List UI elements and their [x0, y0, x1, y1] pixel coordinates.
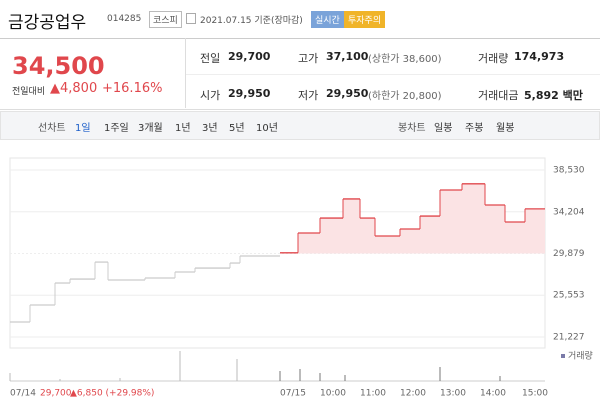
- x-tick-label: 12:00: [400, 389, 426, 399]
- x-tick-label: 14:00: [480, 389, 506, 399]
- y-tick-label: 34,204: [553, 207, 585, 217]
- summary-value: 5,892 백만: [524, 89, 583, 102]
- stock-code: 014285: [107, 14, 142, 24]
- summary-label: 거래량: [478, 52, 509, 65]
- summary-box: [0, 38, 600, 110]
- area-step: [462, 183, 485, 254]
- summary-value: 37,100: [326, 50, 369, 63]
- y-tick-label: 38,530: [553, 166, 585, 176]
- change-pct: +16.16%: [102, 81, 163, 96]
- summary-note: (상한가 38,600): [368, 54, 442, 65]
- tab[interactable]: 월봉: [496, 123, 515, 134]
- tab[interactable]: 5년: [229, 123, 245, 134]
- tab[interactable]: 1년: [175, 123, 191, 134]
- x-tick-label: 11:00: [360, 389, 386, 399]
- summary-value: 29,950: [326, 87, 369, 100]
- volume-legend-swatch: [561, 354, 565, 358]
- summary-value: 29,950: [228, 87, 271, 100]
- prev-close: 29,700: [40, 389, 72, 399]
- divider: [185, 38, 186, 108]
- area-step: [505, 222, 525, 254]
- tab[interactable]: 1주일: [104, 123, 129, 134]
- warning-badge: 투자주의: [344, 11, 386, 28]
- area-step: [420, 216, 440, 254]
- y-tick-label: 29,879: [553, 249, 585, 259]
- area-step: [485, 205, 505, 254]
- x-tick-label: 13:00: [440, 389, 466, 399]
- tab[interactable]: 3년: [202, 123, 218, 134]
- tab[interactable]: 주봉: [465, 123, 484, 134]
- area-step: [400, 228, 420, 254]
- summary-label: 거래대금: [478, 89, 519, 102]
- summary-label: 저가: [298, 89, 319, 102]
- tab[interactable]: 1일: [75, 123, 91, 134]
- tab[interactable]: 10년: [256, 123, 278, 134]
- area-step: [360, 218, 375, 254]
- area-step: [298, 233, 320, 254]
- change-label: 전일대비: [12, 87, 46, 97]
- area-step: [320, 218, 343, 254]
- y-tick-label: 21,227: [553, 333, 585, 343]
- change: ▲4,800: [50, 81, 98, 96]
- x-tick-label: 15:00: [522, 389, 548, 399]
- summary-label: 전일: [200, 52, 221, 65]
- summary-note: (하한가 20,800): [368, 91, 442, 102]
- clock-icon: [186, 13, 196, 24]
- tab-label: 선차트: [38, 123, 66, 134]
- volume-legend: 거래량: [568, 350, 593, 362]
- summary-label: 시가: [200, 89, 221, 102]
- chart: 38,530 34,204 29,879 25,553 21,227 거래량 07/14 07…: [9, 157, 593, 399]
- summary-label: 고가: [298, 52, 319, 65]
- divider: [186, 74, 600, 75]
- summary-value: 29,700: [228, 50, 271, 63]
- area-step: [343, 198, 360, 254]
- stock-name: 금강공업우: [8, 13, 87, 33]
- current-price: 34,500: [12, 52, 105, 80]
- realtime-badge[interactable]: 실시간: [311, 11, 344, 28]
- x-tick-label: 10:00: [320, 389, 346, 399]
- tab-label: 봉차트: [398, 123, 426, 134]
- tab-bar: [0, 111, 600, 140]
- y-tick-label: 25,553: [553, 291, 585, 301]
- area-step: [440, 189, 462, 254]
- area-step: [525, 208, 545, 254]
- date: 2021.07.15 기준(장마감): [200, 16, 303, 26]
- summary-value: 174,973: [514, 50, 565, 63]
- area-step: [375, 236, 400, 254]
- tab[interactable]: 3개월: [138, 123, 163, 134]
- tab[interactable]: 일봉: [434, 123, 453, 134]
- x-tick-label: 07/14: [10, 389, 36, 399]
- x-tick-label: 07/15: [280, 389, 306, 399]
- market-badge: 코스피: [149, 11, 182, 28]
- prev-change: ▲6,850 (+29.98%): [70, 389, 154, 399]
